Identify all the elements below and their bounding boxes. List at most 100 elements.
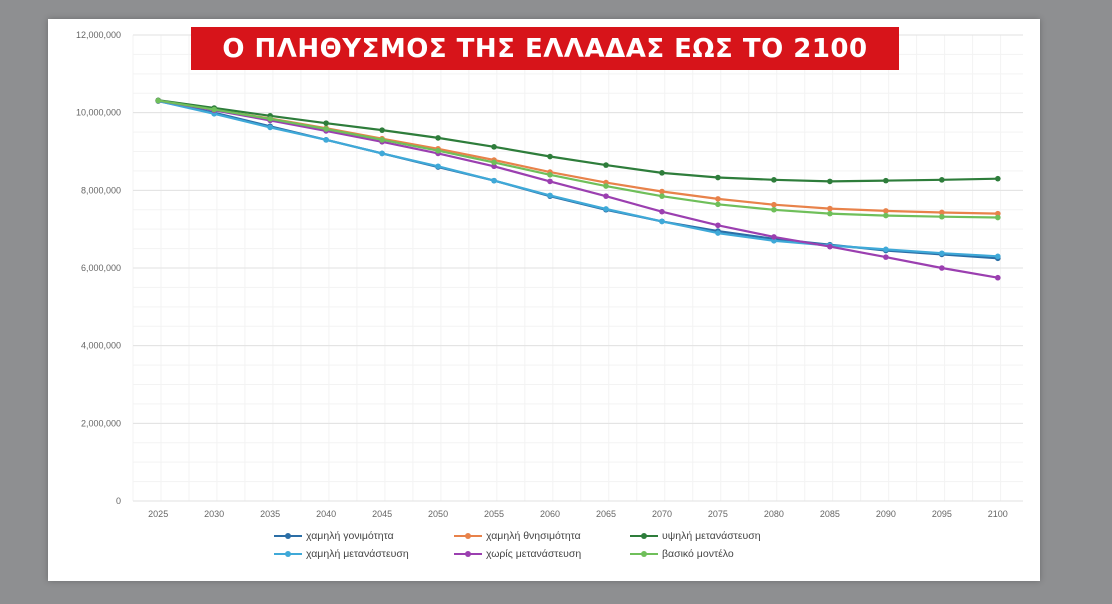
data-point xyxy=(883,208,889,214)
data-point xyxy=(659,193,665,199)
data-point xyxy=(771,206,777,213)
x-tick-label: 2055 xyxy=(484,509,504,519)
series-line xyxy=(157,99,998,258)
data-point xyxy=(491,159,497,166)
x-tick-label: 2035 xyxy=(260,509,280,519)
x-tick-label: 2045 xyxy=(372,509,392,519)
legend-swatch xyxy=(274,549,302,559)
series-line xyxy=(158,99,998,183)
x-tick-label: 2080 xyxy=(764,509,784,519)
legend-label: βασικό μοντέλο xyxy=(662,548,734,560)
legend-label: χαμηλή μετανάστευση xyxy=(306,548,409,560)
y-tick-label: 4,000,000 xyxy=(81,341,121,351)
data-point xyxy=(715,201,721,208)
x-tick-label: 2085 xyxy=(820,509,840,519)
data-point xyxy=(771,201,777,208)
legend-item: χαμηλή θνησιμότητα xyxy=(454,530,630,542)
data-point xyxy=(827,243,833,250)
x-tick-label: 2100 xyxy=(988,509,1008,519)
data-point xyxy=(379,150,385,157)
legend-swatch xyxy=(454,549,482,559)
y-tick-label: 6,000,000 xyxy=(81,263,121,273)
data-point xyxy=(547,192,553,199)
data-point xyxy=(323,126,329,132)
y-tick-label: 8,000,000 xyxy=(81,185,121,195)
data-point xyxy=(715,196,721,202)
x-tick-label: 2025 xyxy=(148,509,168,519)
data-point xyxy=(659,170,665,176)
data-point xyxy=(883,177,889,184)
data-point xyxy=(211,106,217,113)
data-point xyxy=(547,178,553,185)
data-point xyxy=(771,234,777,240)
data-point xyxy=(827,210,833,217)
data-point xyxy=(715,222,721,229)
chart-legend: χαμηλή γονιμότητα χαμηλή θνησιμότητα υψηλή… xyxy=(274,530,834,560)
data-point xyxy=(491,163,497,170)
data-point xyxy=(659,188,665,195)
x-tick-label: 2040 xyxy=(316,509,336,519)
data-point xyxy=(323,120,329,126)
data-point xyxy=(603,183,609,189)
y-tick-label: 12,000,000 xyxy=(76,30,121,40)
x-tick-label: 2070 xyxy=(652,509,672,519)
x-tick-label: 2090 xyxy=(876,509,896,519)
legend-item: χαμηλή γονιμότητα xyxy=(274,530,454,542)
data-point xyxy=(995,210,1001,217)
x-tick-label: 2050 xyxy=(428,509,448,519)
legend-item: υψηλή μετανάστευση xyxy=(630,530,820,542)
data-point xyxy=(603,206,609,212)
data-point xyxy=(491,144,497,150)
legend-item: χαμηλή μετανάστευση xyxy=(274,548,454,560)
data-point xyxy=(659,218,665,225)
legend-swatch xyxy=(630,531,658,541)
data-point xyxy=(939,250,945,257)
x-tick-label: 2075 xyxy=(708,509,728,519)
data-point xyxy=(939,209,945,216)
legend-label: υψηλή μετανάστευση xyxy=(662,530,761,542)
y-tick-label: 10,000,000 xyxy=(76,108,121,118)
data-point xyxy=(883,254,889,260)
x-tick-label: 2095 xyxy=(932,509,952,519)
data-point xyxy=(155,97,161,104)
data-point xyxy=(435,147,441,154)
data-point xyxy=(435,163,441,170)
data-point xyxy=(715,230,721,236)
x-tick-label: 2060 xyxy=(540,509,560,519)
grid-layer xyxy=(132,34,1023,502)
data-point xyxy=(491,177,497,184)
data-point xyxy=(603,162,609,168)
chart-title: Ο ΠΛΗΘΥΣΜΟΣ ΤΗΣ ΕΛΛΑΔΑΣ ΕΩΣ ΤΟ 2100 xyxy=(191,27,899,70)
chart-card: 0 2,000,000 4,000,000 6,000,000 8,000,000 10,… xyxy=(48,19,1040,581)
data-point xyxy=(267,116,273,122)
legend-item: χωρίς μετανάστευση xyxy=(454,548,630,560)
legend-label: χωρίς μετανάστευση xyxy=(486,548,582,560)
data-point xyxy=(547,153,553,160)
legend-item: βασικό μοντέλο xyxy=(630,548,820,560)
y-tick-label: 2,000,000 xyxy=(81,418,121,428)
data-point xyxy=(995,214,1001,221)
data-point xyxy=(771,238,777,244)
data-point xyxy=(323,137,329,143)
data-point xyxy=(659,208,665,215)
data-point xyxy=(267,124,273,131)
data-point xyxy=(827,178,833,185)
data-point xyxy=(435,135,441,141)
data-point xyxy=(771,177,777,183)
legend-label: χαμηλή θνησιμότητα xyxy=(486,530,581,542)
series-layer xyxy=(155,97,1001,281)
data-point xyxy=(379,127,385,133)
data-point xyxy=(995,253,1001,260)
data-point xyxy=(603,193,609,199)
data-point xyxy=(995,175,1001,182)
legend-swatch xyxy=(454,531,482,541)
legend-swatch xyxy=(630,549,658,559)
series-line xyxy=(158,99,998,279)
data-point xyxy=(379,137,385,143)
data-point xyxy=(883,246,889,253)
legend-label: χαμηλή γονιμότητα xyxy=(306,530,394,542)
data-point xyxy=(715,174,721,181)
data-point xyxy=(547,172,553,178)
data-point xyxy=(827,205,833,212)
data-point xyxy=(995,274,1001,281)
